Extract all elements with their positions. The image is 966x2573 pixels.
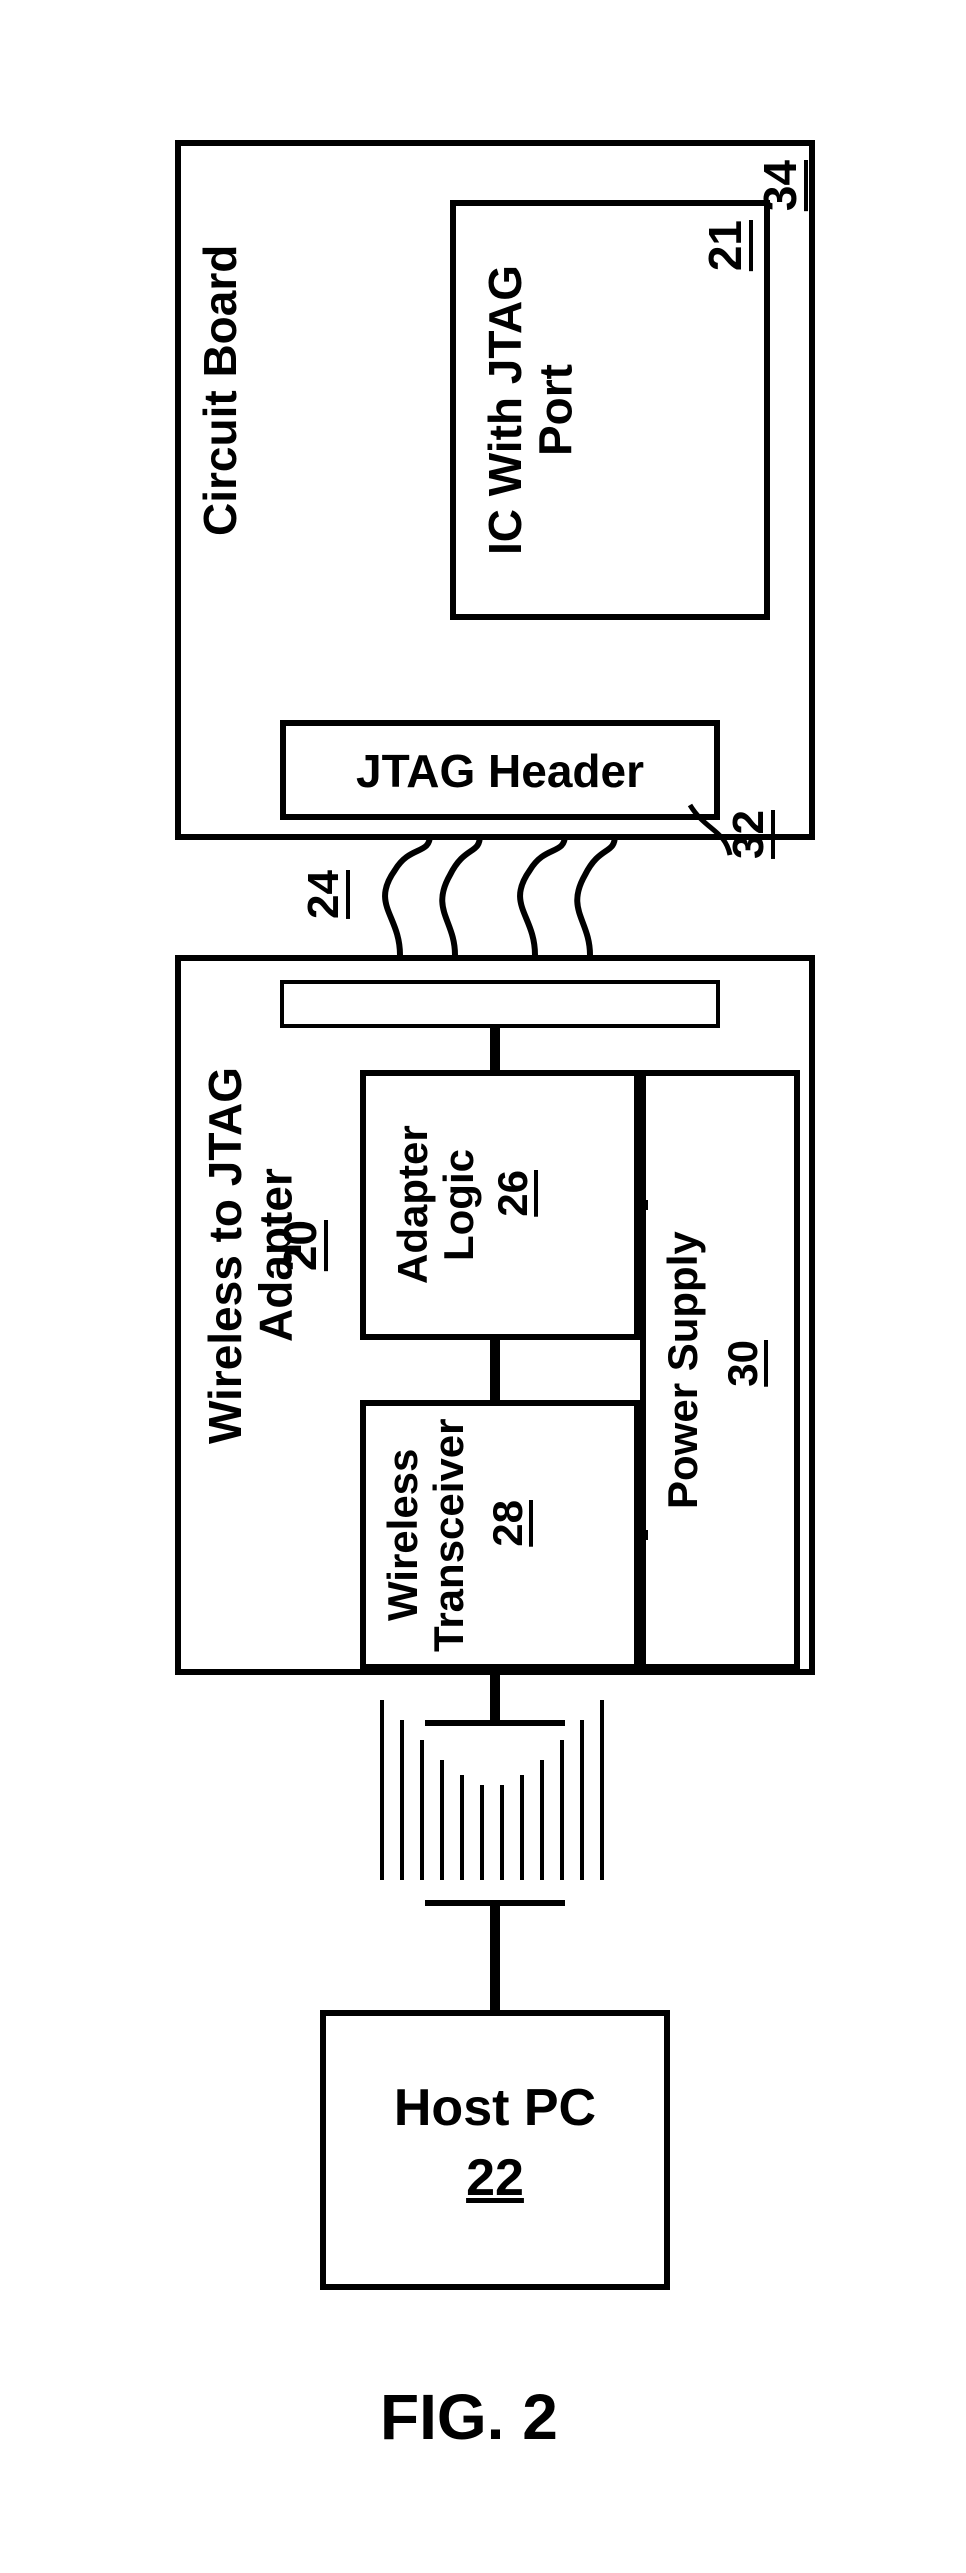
radio-dash	[580, 1720, 584, 1880]
adapter-antenna-stem	[490, 1675, 500, 1720]
figure-label: FIG. 2	[380, 2380, 558, 2454]
diagram-canvas: Host PC 22 Wireless to JTAG Adapter 20 W…	[20, 20, 946, 2520]
adapter-logic-ref: 26	[490, 1170, 540, 1217]
radio-dash	[560, 1740, 564, 1880]
radio-dash	[380, 1700, 384, 1880]
conn-logic-power	[634, 1200, 648, 1210]
ic-ref: 21	[700, 220, 755, 271]
power-supply-ref: 30	[720, 1340, 770, 1387]
radio-dash	[480, 1785, 484, 1880]
radio-dash	[420, 1740, 424, 1880]
radio-dash	[520, 1775, 524, 1880]
radio-dash	[400, 1720, 404, 1880]
cable-ref: 24	[300, 870, 360, 919]
host-pc-label: Host PC	[360, 2080, 630, 2137]
host-antenna-stem	[490, 1900, 500, 2010]
transceiver-label: Wireless Transceiver	[380, 1415, 490, 1655]
radio-dash	[500, 1785, 504, 1880]
adapter-ref: 20	[275, 1220, 325, 1271]
jtag-header-label: JTAG Header	[320, 746, 680, 797]
cable-shape	[340, 835, 650, 965]
conn-transceiver-logic	[490, 1340, 500, 1400]
adapter-logic-label: Adapter Logic	[390, 1085, 490, 1325]
conn-logic-header-line	[490, 1028, 500, 1076]
radio-dash	[460, 1775, 464, 1880]
transceiver-ref: 28	[485, 1500, 535, 1547]
radio-dash	[540, 1760, 544, 1880]
host-antenna-top	[425, 1900, 565, 1906]
power-supply-label: Power Supply	[660, 1140, 720, 1600]
ic-label: IC With JTAG Port	[480, 230, 640, 590]
conn-transceiver-power	[634, 1530, 648, 1540]
adapter-antenna-top	[425, 1720, 565, 1726]
radio-dash	[440, 1760, 444, 1880]
adapter-label: Wireless to JTAG Adapter	[200, 980, 270, 1530]
jtag-header-leader	[685, 800, 745, 860]
circuit-board-label: Circuit Board	[195, 170, 255, 610]
host-pc-ref: 22	[360, 2150, 630, 2207]
adapter-connector	[280, 980, 720, 1028]
radio-dash	[600, 1700, 604, 1880]
